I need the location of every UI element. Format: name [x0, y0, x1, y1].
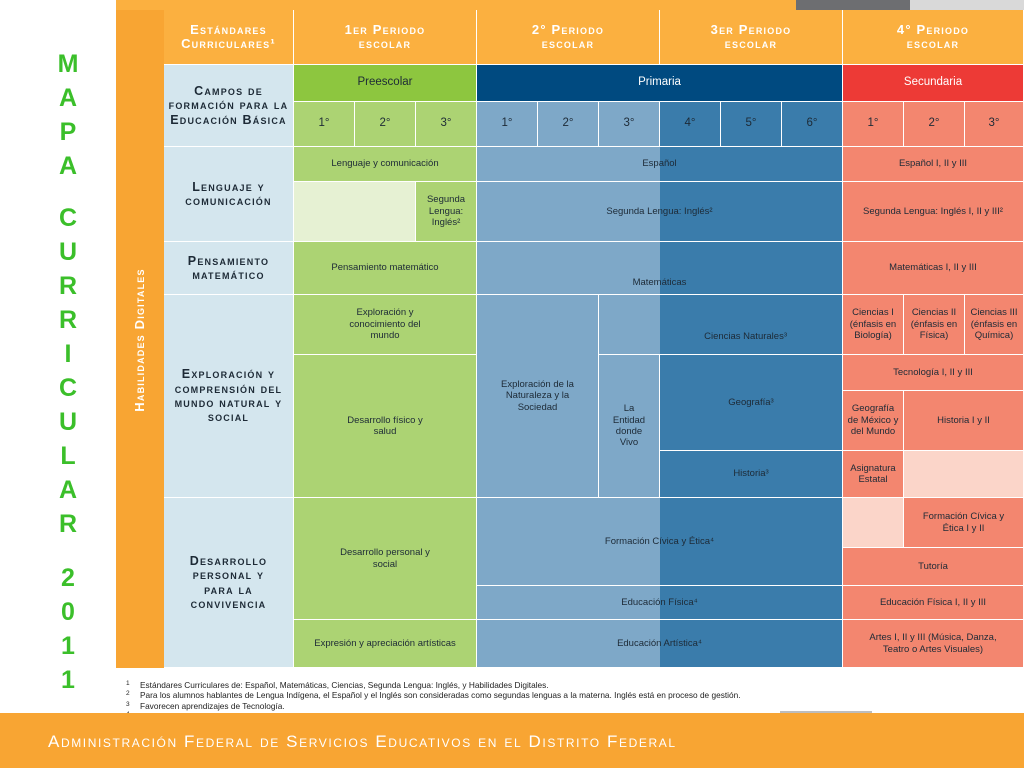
pri-fisica: Educación Física⁴: [477, 586, 843, 620]
pri-espanol: Español: [477, 147, 843, 182]
sec-matematicas: Matemáticas I, II y III: [843, 242, 1024, 295]
footnote-text: Estándares Curriculares de: Español, Mat…: [140, 680, 549, 690]
title-letter: A: [58, 476, 78, 504]
title-letter: M: [57, 50, 79, 78]
grade-cell: 6°: [782, 102, 843, 147]
title-letter: 0: [61, 598, 75, 626]
grade-cell: 1°: [843, 102, 904, 147]
top-light-strip: [910, 0, 1024, 10]
header-periodo-1: 1er Periodo escolar: [294, 10, 477, 65]
pri-dark-bg: [660, 147, 843, 668]
sec-ciencias-2: Ciencias II (énfasis en Física): [904, 295, 965, 355]
pri-entidad: La Entidad donde Vivo: [599, 355, 660, 498]
grade-cell: 2°: [538, 102, 599, 147]
pri-light-bg: [477, 147, 660, 668]
title-letter: A: [58, 84, 78, 112]
header-estandares: Estándares Curriculares¹: [164, 10, 294, 65]
grade-cell: 1°: [477, 102, 538, 147]
pri-artistica: Educación Artística⁴: [477, 620, 843, 668]
title-letter: 1: [61, 632, 75, 660]
campo-lenguaje: Lenguaje y comunicación: [164, 147, 294, 242]
title-letter: C: [58, 374, 78, 402]
pri-ciencias-naturales: Ciencias Naturales³: [599, 295, 843, 355]
grade-cell: 5°: [721, 102, 782, 147]
title-letter: I: [64, 340, 72, 368]
footnote-item: 2 Para los alumnos hablantes de Lengua In…: [126, 690, 1024, 700]
sec-tutoria: Tutoría: [843, 548, 1024, 586]
pre-personal: Desarrollo personal y social: [294, 498, 477, 620]
sec-artes: Artes I, II y III (Música, Danza, Teatro…: [843, 620, 1024, 668]
campo-exploracion: Exploración y comprensión del mundo natu…: [164, 295, 294, 498]
campos-header: Campos de formación para la Educación Bá…: [164, 65, 294, 147]
grade-cell: 3°: [599, 102, 660, 147]
sec-segunda-lengua: Segunda Lengua: Inglés I, II y III²: [843, 182, 1024, 242]
footnote-text: Para los alumnos hablantes de Lengua Ind…: [140, 690, 741, 701]
grade-cell: 3°: [965, 102, 1024, 147]
footnote-text: Favorecen aprendizajes de Tecnología.: [140, 700, 285, 711]
footnote-number: 3: [126, 700, 130, 708]
title-letter: C: [58, 204, 78, 232]
pre-blank: [294, 182, 416, 242]
footnote-item: 3 Favorecen aprendizajes de Tecnología.: [126, 701, 1024, 711]
grade-cell: 2°: [904, 102, 965, 147]
title-letter: R: [58, 272, 78, 300]
sec-ciencias-1: Ciencias I (énfasis en Biología): [843, 295, 904, 355]
level-preescolar: Preescolar: [294, 65, 477, 102]
pri-matematicas: Matemáticas: [477, 242, 843, 295]
pri-segunda-lengua: Segunda Lengua: Inglés²: [477, 182, 843, 242]
pri-geografia: Geografía³: [660, 355, 843, 451]
title-letter: R: [58, 306, 78, 334]
grade-cell: 2°: [355, 102, 416, 147]
pre-exploracion: Exploración y conocimiento del mundo: [294, 295, 477, 355]
sec-asignatura-estatal: Asignatura Estatal: [843, 451, 904, 498]
title-letter: P: [59, 118, 77, 146]
top-orange-strip: [116, 0, 796, 10]
pre-pensamiento: Pensamiento matemático: [294, 242, 477, 295]
title-letter: L: [60, 442, 76, 470]
sec-espanol: Español I, II y III: [843, 147, 1024, 182]
footnote-item: 1 Estándares Curriculares de: Español, Ma…: [126, 680, 1024, 690]
sec-historia: Historia I y II: [904, 391, 1024, 451]
header-periodo-3: 3er Periodo escolar: [660, 10, 843, 65]
sec-fisica: Educación Física I, II y III: [843, 586, 1024, 620]
digital-skills-band: [116, 10, 164, 668]
title-letter: U: [58, 408, 78, 436]
pre-segunda-lengua: Segunda Lengua: Inglés²: [416, 182, 477, 242]
pre-fisico: Desarrollo físico y salud: [294, 355, 477, 498]
title-letter: R: [58, 510, 78, 538]
level-primaria: Primaria: [477, 65, 843, 102]
footer-title: Administración Federal de Servicios Educ…: [48, 732, 677, 751]
campo-desarrollo: Desarrollo personal y para la convivenci…: [164, 498, 294, 668]
grade-cell: 3°: [416, 102, 477, 147]
footer-band: [0, 713, 1024, 768]
sec-tecnologia: Tecnología I, II y III: [843, 355, 1024, 391]
header-periodo-2: 2° Periodo escolar: [477, 10, 660, 65]
campo-pensamiento: Pensamiento matemático: [164, 242, 294, 295]
footnote-number: 2: [126, 690, 130, 698]
sec-ciencias-3: Ciencias III (énfasis en Química): [965, 295, 1024, 355]
title-letter: 2: [61, 564, 75, 592]
pri-exploracion-naturaleza: Exploración de la Naturaleza y la Socied…: [477, 295, 599, 498]
footnote-number: 1: [126, 680, 130, 687]
sec-civica: Formación Cívica y Ética I y II: [904, 498, 1024, 548]
footnote-gray-mark: [780, 711, 872, 714]
pri-civica: Formación Cívica y Ética⁴: [477, 498, 843, 586]
pri-historia: Historia³: [660, 451, 843, 498]
top-gray-strip: [796, 0, 910, 10]
title-letter: 1: [61, 666, 75, 694]
grade-cell: 1°: [294, 102, 355, 147]
digital-skills-label: Habilidades Digitales: [132, 268, 147, 412]
sec-geografia-mexico: Geografía de México y del Mundo: [843, 391, 904, 451]
sec-blank-2: [843, 498, 904, 548]
title-letter: U: [58, 238, 78, 266]
header-periodo-4: 4° Periodo escolar: [843, 10, 1024, 65]
grade-cell: 4°: [660, 102, 721, 147]
pre-lenguaje: Lenguaje y comunicación: [294, 147, 477, 182]
sec-blank-1: [904, 451, 1024, 498]
footnotes: 1 Estándares Curriculares de: Español, Ma…: [116, 668, 1024, 721]
level-secundaria: Secundaria: [843, 65, 1024, 102]
pre-artisticas: Expresión y apreciación artísticas: [294, 620, 477, 668]
title-letter: A: [58, 152, 78, 180]
